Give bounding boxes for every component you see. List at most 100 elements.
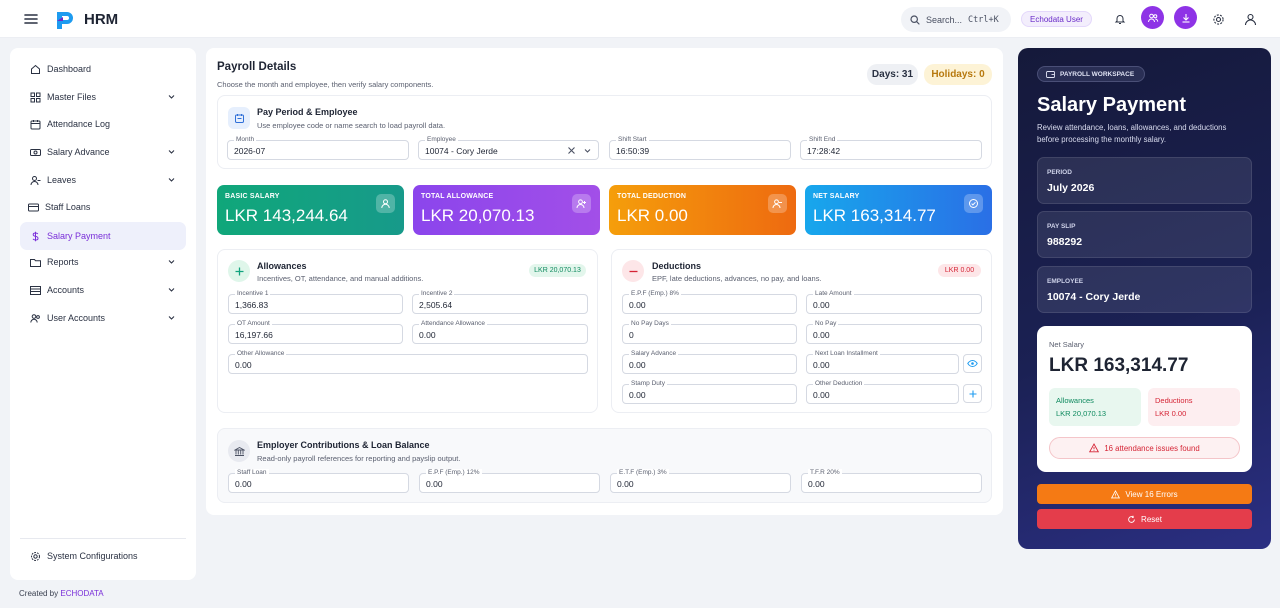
home-icon <box>30 64 41 75</box>
stat-label: TOTAL ALLOWANCE <box>421 193 494 200</box>
field-label: No Pay Days <box>629 320 671 328</box>
bell-icon[interactable] <box>1109 8 1131 30</box>
month-field[interactable]: Month 2026-07 <box>227 136 409 160</box>
calendar-icon <box>30 119 41 130</box>
dollar-icon <box>30 231 41 242</box>
sidebar-item-salary-advance[interactable]: Salary Advance <box>20 139 186 165</box>
sidebar-item-staff-loans[interactable]: Staff Loans <box>20 194 186 220</box>
field-value: 0.00 <box>629 389 646 400</box>
sidebar-item-attendance-log[interactable]: Attendance Log <box>20 111 186 137</box>
shift-end-field[interactable]: Shift End 17:28:42 <box>800 136 982 160</box>
card-icon <box>28 202 39 213</box>
field-label: Staff Loan <box>235 469 269 477</box>
clear-icon[interactable] <box>567 146 576 155</box>
summary-label: Allowances <box>1056 396 1094 405</box>
chevron-down-icon[interactable] <box>583 146 592 155</box>
deductions-subtitle: EPF, late deductions, advances, no pay, … <box>652 274 822 283</box>
field-value: 0.00 <box>617 478 634 489</box>
stat-label: NET SALARY <box>813 193 860 200</box>
attendance-allowance-field[interactable]: Attendance Allowance 0.00 <box>412 320 588 344</box>
add-deduction-button[interactable] <box>963 384 982 403</box>
download-icon[interactable] <box>1174 6 1197 29</box>
field-value: 0.00 <box>808 478 825 489</box>
user-minus-icon <box>30 175 41 186</box>
allowances-total-badge: LKR 20,070.13 <box>529 264 586 277</box>
grid-icon <box>30 92 41 103</box>
sidebar-item-system-configurations[interactable]: System Configurations <box>20 543 186 569</box>
field-value: 0.00 <box>426 478 443 489</box>
field-label: OT Amount <box>235 320 272 328</box>
stat-label: TOTAL DEDUCTION <box>617 193 687 200</box>
warning-icon <box>1111 489 1121 499</box>
minus-icon <box>622 260 644 282</box>
view-loan-button[interactable] <box>963 354 982 373</box>
other-allowance-field[interactable]: Other Allowance 0.00 <box>228 350 588 374</box>
sidebar-item-reports[interactable]: Reports <box>20 249 186 275</box>
next-loan-installment-field[interactable]: Next Loan Installment 0.00 <box>806 350 959 374</box>
view-errors-button[interactable]: View 16 Errors <box>1037 484 1252 504</box>
gear-icon[interactable] <box>1207 8 1229 30</box>
profile-icon[interactable] <box>1239 8 1261 30</box>
employee-select[interactable]: Employee 10074 - Cory Jerde <box>418 136 599 160</box>
logo-icon <box>54 9 76 31</box>
stamp-duty-field[interactable]: Stamp Duty 0.00 <box>622 380 797 404</box>
field-label: Month <box>234 136 257 144</box>
deductions-summary: Deductions LKR 0.00 <box>1148 388 1240 426</box>
attendance-warning[interactable]: 16 attendance issues found <box>1049 437 1240 459</box>
staff-loan-field: Staff Loan 0.00 <box>228 469 409 493</box>
top-bar: HRM Search... Ctrl+K Echodata User <box>0 0 1280 38</box>
incentive-1-field[interactable]: Incentive 1 1,366.83 <box>228 290 403 314</box>
sidebar-item-label: User Accounts <box>47 313 106 323</box>
other-deduction-field[interactable]: Other Deduction 0.00 <box>806 380 959 404</box>
field-value: 0 <box>629 329 634 340</box>
workspace-title: Salary Payment <box>1037 94 1186 116</box>
team-icon[interactable] <box>1141 6 1164 29</box>
search-input[interactable]: Search... Ctrl+K <box>901 7 1011 32</box>
salary-advance-field[interactable]: Salary Advance 0.00 <box>622 350 797 374</box>
incentive-2-field[interactable]: Incentive 2 2,505.64 <box>412 290 588 314</box>
field-label: Next Loan Installment <box>813 350 880 358</box>
shift-start-field[interactable]: Shift Start 16:50:39 <box>609 136 791 160</box>
user-plus-icon <box>572 194 591 213</box>
chevron-down-icon <box>167 257 176 266</box>
cash-icon <box>30 147 41 158</box>
field-label: Other Allowance <box>235 350 287 358</box>
bank-icon <box>228 440 250 462</box>
sidebar-item-dashboard[interactable]: Dashboard <box>20 56 186 82</box>
users-icon <box>30 313 41 324</box>
ot-amount-field[interactable]: OT Amount 16,197.66 <box>228 320 403 344</box>
pay-period-subtitle: Use employee code or name search to load… <box>257 121 446 130</box>
no-pay-days-field[interactable]: No Pay Days 0 <box>622 320 797 344</box>
net-salary-card: NET SALARY LKR 163,314.77 <box>805 185 992 235</box>
reset-button[interactable]: Reset <box>1037 509 1252 529</box>
total-allowance-card: TOTAL ALLOWANCE LKR 20,070.13 <box>413 185 600 235</box>
footer-company-link[interactable]: ECHODATA <box>60 589 104 598</box>
sidebar-item-master-files[interactable]: Master Files <box>20 84 186 110</box>
field-label: T.F.R 20% <box>808 469 842 477</box>
late-amount-field[interactable]: Late Amount 0.00 <box>806 290 982 314</box>
list-icon <box>30 285 41 296</box>
field-value: 0.00 <box>813 359 830 370</box>
field-label: Salary Advance <box>629 350 679 358</box>
field-label: Other Deduction <box>813 380 865 388</box>
box-value: July 2026 <box>1047 182 1095 194</box>
field-value: 0.00 <box>813 389 830 400</box>
view-errors-label: View 16 Errors <box>1125 489 1178 499</box>
field-label: Employee <box>425 136 458 144</box>
user-chip[interactable]: Echodata User <box>1021 11 1092 27</box>
sidebar-item-leaves[interactable]: Leaves <box>20 167 186 193</box>
stat-value: LKR 143,244.64 <box>225 206 348 225</box>
sidebar-item-label: Accounts <box>47 285 85 295</box>
field-label: E.P.F (Emp.) 8% <box>629 290 681 298</box>
sidebar-item-salary-payment[interactable]: Salary Payment <box>20 222 186 250</box>
field-value: 16:50:39 <box>616 145 650 156</box>
no-pay-field[interactable]: No Pay 0.00 <box>806 320 982 344</box>
sidebar: Dashboard Master Files Attendance Log Sa… <box>10 48 196 580</box>
epf-8-field[interactable]: E.P.F (Emp.) 8% 0.00 <box>622 290 797 314</box>
search-icon <box>910 14 920 25</box>
sidebar-item-user-accounts[interactable]: User Accounts <box>20 305 186 331</box>
sidebar-item-accounts[interactable]: Accounts <box>20 277 186 303</box>
menu-icon[interactable] <box>24 12 38 26</box>
allowances-subtitle: Incentives, OT, attendance, and manual a… <box>257 274 424 283</box>
epf-12-field: E.P.F (Emp.) 12% 0.00 <box>419 469 600 493</box>
